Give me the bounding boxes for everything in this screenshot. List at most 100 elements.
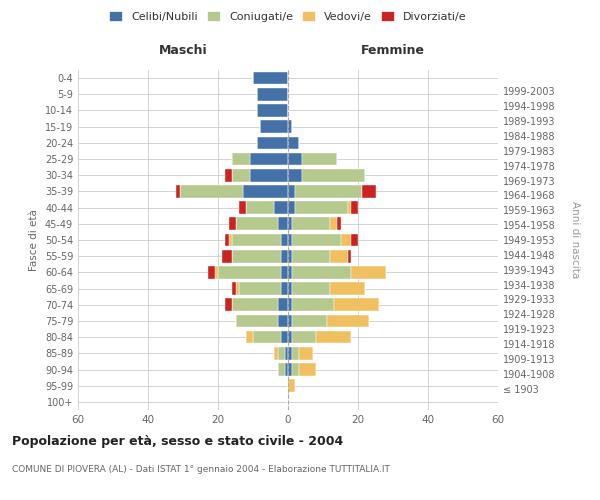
Bar bbox=[347, 250, 351, 262]
Bar bbox=[253, 72, 288, 85]
Bar bbox=[246, 331, 253, 344]
Bar bbox=[361, 185, 376, 198]
Bar bbox=[232, 169, 250, 181]
Bar bbox=[330, 282, 365, 295]
Bar bbox=[288, 185, 295, 198]
Bar bbox=[239, 202, 246, 214]
Bar bbox=[302, 152, 337, 166]
Bar bbox=[225, 298, 232, 311]
Bar bbox=[337, 218, 341, 230]
Bar bbox=[281, 250, 288, 262]
Bar bbox=[284, 347, 288, 360]
Bar bbox=[347, 202, 351, 214]
Bar bbox=[351, 202, 358, 214]
Bar bbox=[221, 250, 232, 262]
Bar bbox=[292, 218, 330, 230]
Bar bbox=[295, 185, 361, 198]
Bar bbox=[277, 347, 284, 360]
Bar bbox=[257, 88, 288, 101]
Bar bbox=[208, 266, 215, 278]
Legend: Celibi/Nubili, Coniugati/e, Vedovi/e, Divorziati/e: Celibi/Nubili, Coniugati/e, Vedovi/e, Di… bbox=[106, 8, 470, 25]
Bar bbox=[292, 363, 299, 376]
Bar bbox=[288, 298, 292, 311]
Bar bbox=[288, 152, 302, 166]
Bar bbox=[292, 314, 326, 328]
Bar bbox=[292, 266, 351, 278]
Bar bbox=[351, 266, 386, 278]
Bar bbox=[232, 234, 281, 246]
Bar bbox=[292, 347, 299, 360]
Bar bbox=[316, 331, 351, 344]
Bar bbox=[179, 185, 242, 198]
Bar bbox=[250, 169, 288, 181]
Bar bbox=[239, 282, 281, 295]
Bar bbox=[250, 152, 288, 166]
Bar bbox=[288, 120, 292, 133]
Bar bbox=[281, 266, 288, 278]
Bar bbox=[277, 314, 288, 328]
Bar bbox=[341, 234, 351, 246]
Bar bbox=[288, 202, 295, 214]
Bar bbox=[260, 120, 288, 133]
Bar bbox=[232, 152, 250, 166]
Bar bbox=[330, 218, 337, 230]
Bar bbox=[246, 202, 274, 214]
Bar bbox=[281, 331, 288, 344]
Bar bbox=[288, 218, 292, 230]
Bar bbox=[229, 218, 235, 230]
Bar bbox=[218, 266, 281, 278]
Bar bbox=[288, 136, 299, 149]
Bar bbox=[253, 331, 281, 344]
Text: Femmine: Femmine bbox=[361, 44, 425, 57]
Bar bbox=[288, 314, 292, 328]
Bar bbox=[274, 347, 277, 360]
Bar bbox=[292, 331, 316, 344]
Bar bbox=[299, 363, 316, 376]
Bar bbox=[281, 282, 288, 295]
Bar bbox=[288, 234, 292, 246]
Bar bbox=[288, 380, 295, 392]
Bar bbox=[292, 234, 341, 246]
Y-axis label: Fasce di età: Fasce di età bbox=[29, 209, 39, 271]
Bar bbox=[288, 169, 302, 181]
Bar bbox=[326, 314, 368, 328]
Bar bbox=[242, 185, 288, 198]
Bar bbox=[277, 298, 288, 311]
Bar bbox=[235, 282, 239, 295]
Bar bbox=[292, 282, 330, 295]
Bar bbox=[284, 363, 288, 376]
Text: Popolazione per età, sesso e stato civile - 2004: Popolazione per età, sesso e stato civil… bbox=[12, 435, 343, 448]
Bar bbox=[176, 185, 179, 198]
Y-axis label: Anni di nascita: Anni di nascita bbox=[569, 202, 580, 278]
Bar bbox=[257, 136, 288, 149]
Bar bbox=[299, 347, 313, 360]
Bar bbox=[215, 266, 218, 278]
Bar bbox=[292, 298, 334, 311]
Bar bbox=[288, 363, 292, 376]
Bar bbox=[277, 218, 288, 230]
Bar bbox=[292, 250, 330, 262]
Bar bbox=[351, 234, 358, 246]
Bar bbox=[281, 234, 288, 246]
Bar bbox=[235, 314, 277, 328]
Bar bbox=[288, 282, 292, 295]
Bar bbox=[334, 298, 379, 311]
Bar bbox=[295, 202, 347, 214]
Bar bbox=[225, 234, 229, 246]
Bar bbox=[288, 347, 292, 360]
Bar bbox=[257, 104, 288, 117]
Text: Maschi: Maschi bbox=[158, 44, 208, 57]
Bar bbox=[277, 363, 284, 376]
Bar bbox=[235, 218, 277, 230]
Bar bbox=[229, 234, 232, 246]
Bar bbox=[232, 298, 277, 311]
Bar bbox=[288, 266, 292, 278]
Bar bbox=[232, 250, 281, 262]
Bar bbox=[330, 250, 347, 262]
Bar bbox=[274, 202, 288, 214]
Bar bbox=[288, 250, 292, 262]
Bar bbox=[302, 169, 365, 181]
Bar bbox=[225, 169, 232, 181]
Bar bbox=[288, 331, 292, 344]
Text: COMUNE DI PIOVERA (AL) - Dati ISTAT 1° gennaio 2004 - Elaborazione TUTTITALIA.IT: COMUNE DI PIOVERA (AL) - Dati ISTAT 1° g… bbox=[12, 465, 390, 474]
